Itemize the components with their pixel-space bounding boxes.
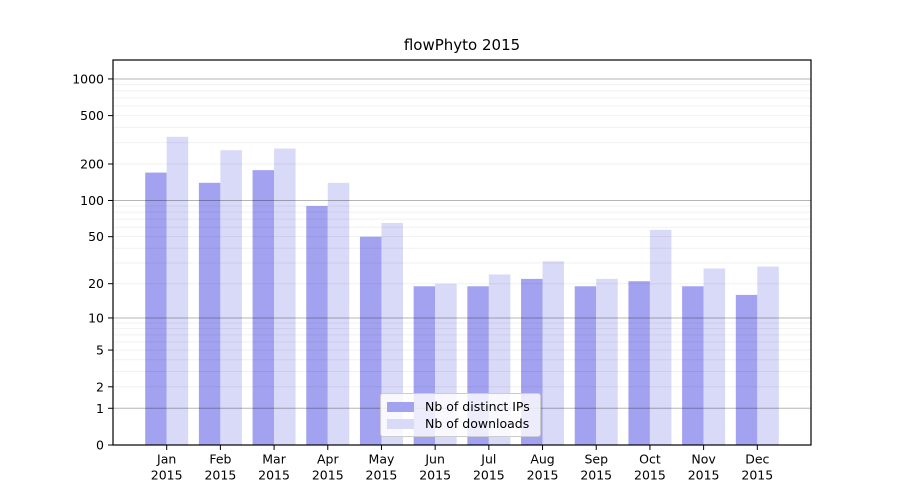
bar-downloads-oct <box>649 229 672 445</box>
y-tick-label: 1 <box>96 401 104 416</box>
legend-label-distinct-ips: Nb of distinct IPs <box>425 399 530 414</box>
x-tick-label-year: 2015 <box>634 468 666 483</box>
bar-distinct-ips-dec <box>735 294 758 445</box>
y-tick-label: 200 <box>80 157 104 172</box>
bar-downloads-may <box>381 223 403 445</box>
legend-item-distinct-ips: Nb of distinct IPs <box>387 398 530 415</box>
x-tick-label-month: May <box>369 452 395 467</box>
x-tick-label-month: Aug <box>530 452 554 467</box>
bar-distinct-ips-jan <box>145 172 167 446</box>
x-tick-label-year: 2015 <box>151 468 183 483</box>
bar-downloads-jan <box>166 136 189 445</box>
y-tick-label: 10 <box>88 310 104 325</box>
bar-downloads-dec <box>757 266 779 445</box>
y-tick-label: 100 <box>80 193 104 208</box>
legend-swatch-distinct-ips <box>387 401 414 412</box>
bar-distinct-ips-apr <box>306 205 328 445</box>
x-tick-label-month: Mar <box>262 452 286 467</box>
bar-distinct-ips-may <box>359 236 382 445</box>
y-tick-label: 1000 <box>72 71 104 86</box>
legend-swatch-downloads <box>387 418 414 429</box>
x-tick-label-month: Jun <box>424 452 445 467</box>
x-tick-label-year: 2015 <box>204 468 236 483</box>
x-tick-label-year: 2015 <box>688 468 720 483</box>
x-tick-label-month: Sep <box>584 452 608 467</box>
y-tick-label: 20 <box>88 276 104 291</box>
y-tick-label: 0 <box>96 438 104 453</box>
bar-downloads-feb <box>220 150 242 445</box>
x-tick-label-year: 2015 <box>419 468 451 483</box>
y-tick-label: 50 <box>88 229 104 244</box>
x-tick-label-month: Feb <box>209 452 231 467</box>
bar-downloads-sep <box>596 278 618 445</box>
bar-downloads-mar <box>274 148 296 445</box>
y-tick-label: 500 <box>80 108 104 123</box>
bar-distinct-ips-feb <box>198 182 221 445</box>
bar-downloads-nov <box>703 268 726 445</box>
x-tick-label-year: 2015 <box>527 468 559 483</box>
legend-label-downloads: Nb of downloads <box>425 416 530 431</box>
legend: Nb of distinct IPs Nb of downloads <box>380 393 541 437</box>
x-tick-label-year: 2015 <box>473 468 505 483</box>
plot-border <box>112 59 812 446</box>
x-tick-label-month: Apr <box>317 452 339 467</box>
bar-distinct-ips-oct <box>628 281 650 445</box>
bar-downloads-apr <box>327 182 350 445</box>
bar-distinct-ips-nov <box>682 286 704 445</box>
x-tick-label-year: 2015 <box>312 468 344 483</box>
x-tick-label-month: Dec <box>745 452 769 467</box>
x-tick-label-month: Oct <box>639 452 661 467</box>
x-tick-label-year: 2015 <box>741 468 773 483</box>
bar-downloads-aug <box>542 261 565 445</box>
bar-distinct-ips-sep <box>574 286 597 445</box>
x-tick-label-month: Jan <box>156 452 176 467</box>
y-tick-label: 5 <box>96 343 104 358</box>
legend-item-downloads: Nb of downloads <box>387 415 530 432</box>
chart-title: flowPhyto 2015 <box>403 36 521 54</box>
x-tick-label-year: 2015 <box>366 468 398 483</box>
y-tick-label: 2 <box>96 379 104 394</box>
x-tick-label-year: 2015 <box>258 468 290 483</box>
x-tick-label-year: 2015 <box>580 468 612 483</box>
x-tick-label-month: Nov <box>691 452 716 467</box>
x-tick-label-month: Jul <box>480 452 496 467</box>
bar-distinct-ips-mar <box>252 170 275 446</box>
